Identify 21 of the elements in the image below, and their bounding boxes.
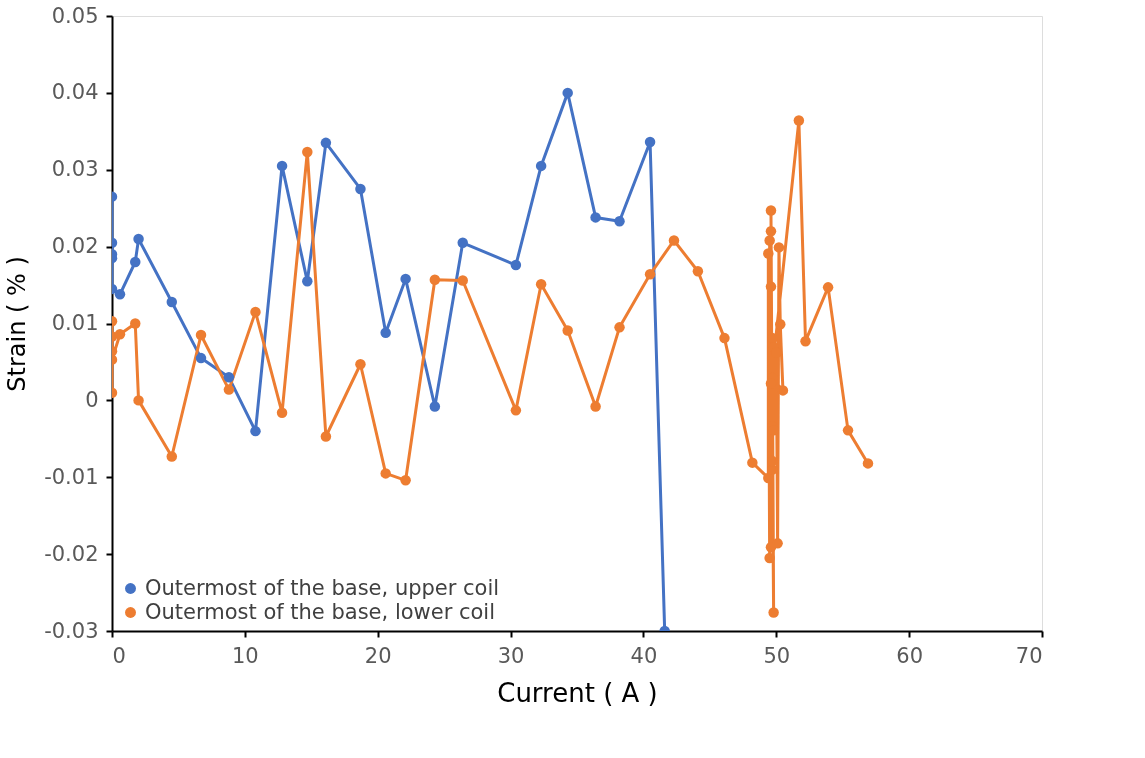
x-tick-label: 0	[112, 643, 126, 668]
y-tick-label: 0.05	[51, 3, 99, 28]
x-tick-label: 70	[1015, 643, 1043, 668]
x-tick-label: 50	[763, 643, 791, 668]
y-tick-label: 0.01	[51, 311, 99, 335]
legend-label: Outermost of the base, upper coil	[145, 575, 500, 600]
x-tick-label: 60	[896, 643, 924, 668]
x-tick-label: 30	[497, 643, 525, 668]
y-tick-label: -0.01	[44, 464, 99, 489]
x-tick-label: 40	[630, 643, 658, 668]
y-axis-title: Strain ( % )	[3, 256, 32, 392]
x-tick-label: 20	[364, 643, 392, 668]
y-tick-label: 0.02	[51, 234, 99, 259]
y-tick-label: -0.02	[44, 541, 99, 566]
y-tick-label: 0.04	[51, 80, 99, 105]
y-tick-label: 0.03	[51, 157, 99, 182]
x-tick-label: 10	[231, 643, 259, 668]
y-tick-label: -0.03	[44, 618, 99, 643]
x-axis-title: Current ( A )	[497, 677, 658, 708]
legend-label: Outermost of the base, lower coil	[145, 599, 496, 624]
y-tick-label: 0	[85, 387, 99, 412]
